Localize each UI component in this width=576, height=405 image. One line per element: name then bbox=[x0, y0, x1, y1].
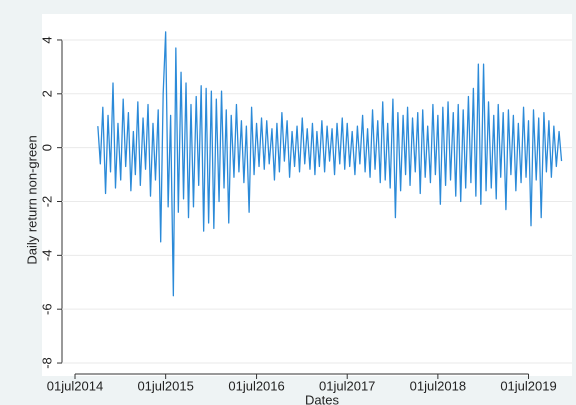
y-axis-title: Daily return non-green bbox=[24, 135, 39, 264]
y-tick-label: -8 bbox=[39, 357, 54, 369]
x-tick-label: 01jul2014 bbox=[47, 378, 103, 393]
y-tick-label: -6 bbox=[39, 303, 54, 315]
x-tick-label: 01jul2019 bbox=[500, 378, 556, 393]
y-tick-label: 0 bbox=[39, 144, 54, 151]
x-axis-title: Dates bbox=[305, 392, 339, 405]
x-tick-label: 01jul2016 bbox=[228, 378, 284, 393]
x-tick-label: 01jul2015 bbox=[137, 378, 193, 393]
y-tick-label: 4 bbox=[39, 36, 54, 43]
y-tick-label: -2 bbox=[39, 196, 54, 208]
y-tick-label: 2 bbox=[39, 90, 54, 97]
x-tick-label: 01jul2018 bbox=[410, 378, 466, 393]
x-tick-label: 01jul2017 bbox=[319, 378, 375, 393]
plot-area bbox=[42, 14, 572, 376]
y-tick-label: -4 bbox=[39, 250, 54, 262]
data-line bbox=[97, 31, 563, 297]
